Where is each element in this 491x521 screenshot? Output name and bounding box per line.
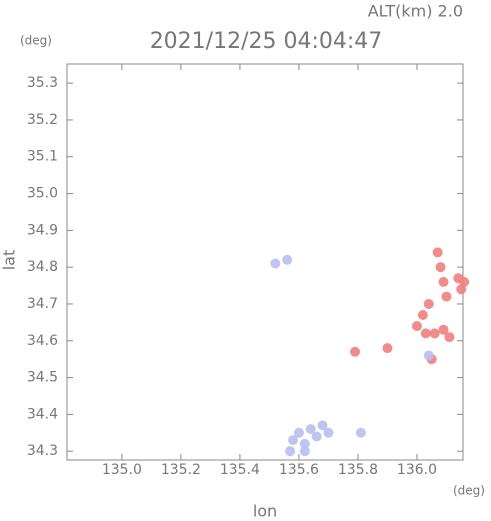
x-tick-label: 135.0 [102, 462, 142, 478]
x-unit: (deg) [453, 484, 485, 498]
echo-point [411, 321, 422, 332]
echo-point [355, 427, 366, 438]
y-tick-label: 34.3 [27, 443, 58, 459]
x-tick-label: 135.8 [338, 462, 378, 478]
echo-point [299, 438, 310, 449]
echo-point [285, 446, 296, 457]
echo-point [435, 262, 446, 273]
echo-point [305, 424, 316, 435]
y-tick-label: 35.2 [27, 112, 58, 128]
echo-point [423, 298, 434, 309]
echo-point [441, 291, 452, 302]
echo-point [417, 309, 428, 320]
y-tick-label: 35.1 [27, 149, 58, 165]
y-tick-label: 34.7 [27, 296, 58, 312]
echo-point [299, 446, 310, 457]
echo-point [311, 431, 322, 442]
echo-point [323, 427, 334, 438]
echo-point [288, 435, 299, 446]
x-tick-label: 135.6 [279, 462, 319, 478]
y-tick-label: 34.5 [27, 370, 58, 386]
y-tick-label: 34.9 [27, 222, 58, 238]
echo-point [429, 328, 440, 339]
plot-frame [66, 63, 464, 461]
echo-point [444, 332, 455, 343]
echo-point [382, 343, 393, 354]
altitude-label: ALT(km) 2.0 [368, 2, 463, 21]
chart-title: 2021/12/25 04:04:47 [150, 29, 383, 54]
x-tick-label: 136.0 [397, 462, 437, 478]
echo-point [420, 328, 431, 339]
x-tick-label: 135.2 [161, 462, 201, 478]
echo-point [317, 420, 328, 431]
y-tick-label: 35.3 [27, 75, 58, 91]
y-unit: (deg) [20, 34, 52, 48]
y-axis-label: lat [0, 250, 19, 271]
echo-point [438, 324, 449, 335]
echo-point [282, 254, 293, 265]
x-axis-label: lon [253, 502, 277, 521]
echo-point [432, 247, 443, 258]
echo-point [350, 346, 360, 357]
y-tick-label: 35.0 [27, 186, 58, 202]
x-tick-label: 135.4 [220, 462, 260, 478]
echo-point [438, 276, 449, 287]
echo-point [423, 350, 434, 361]
y-tick-label: 34.6 [27, 333, 58, 349]
y-tick-label: 34.4 [27, 406, 58, 422]
echo-point [456, 284, 467, 295]
echo-point [293, 427, 304, 438]
y-tick-label: 34.8 [27, 259, 58, 275]
echo-point [270, 258, 281, 269]
